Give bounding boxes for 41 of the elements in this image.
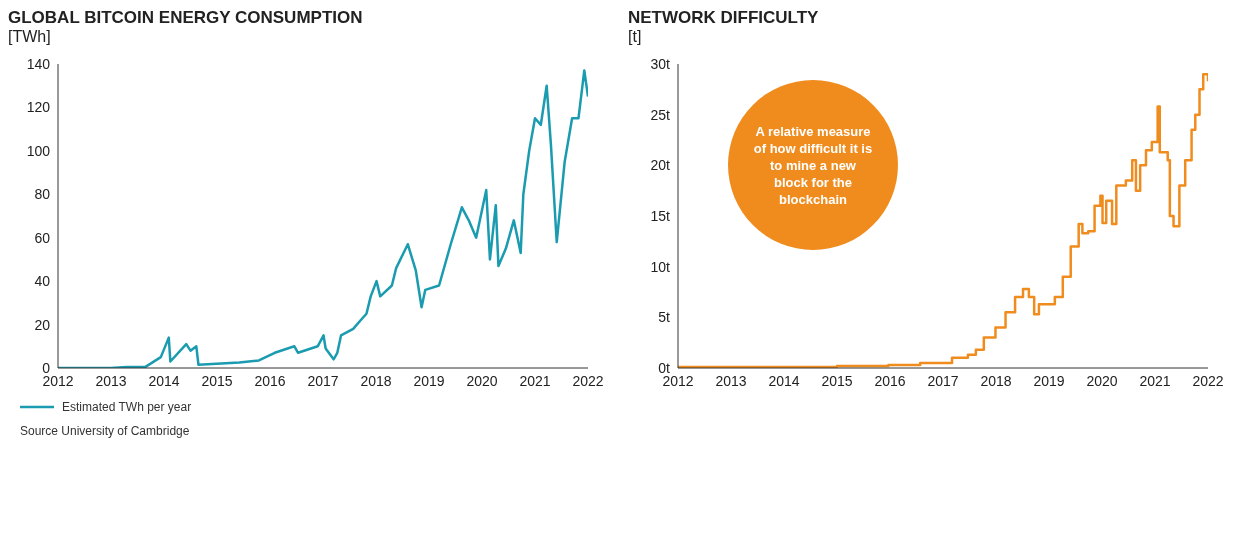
- source-note: Source University of Cambridge: [20, 424, 191, 438]
- y-tick-label: 60: [34, 229, 51, 246]
- y-tick-label: 40: [34, 273, 51, 290]
- x-tick-label: 2018: [360, 372, 392, 389]
- x-tick-label: 2013: [715, 372, 747, 389]
- circle-callout: A relative measure of how difficult it is to mine a new block for the blockchain: [728, 80, 898, 250]
- x-tick-label: 2015: [821, 372, 853, 389]
- x-tick-label: 2022: [572, 372, 604, 389]
- x-tick-label: 2013: [95, 372, 127, 389]
- y-axis-title: [TWh]: [8, 28, 52, 46]
- y-tick-label: 20: [34, 316, 51, 333]
- x-tick-label: 2022: [1192, 372, 1224, 389]
- x-tick-label: 2016: [254, 372, 286, 389]
- y-tick-label: 140: [26, 55, 51, 72]
- x-tick-label: 2021: [1139, 372, 1171, 389]
- chart-title: NETWORK DIFFICULTY: [628, 8, 820, 28]
- y-tick-label: 5t: [658, 309, 671, 326]
- legend-label: Estimated TWh per year: [62, 400, 192, 414]
- y-tick-label: 30t: [650, 55, 671, 72]
- x-tick-label: 2015: [201, 372, 233, 389]
- x-tick-label: 2018: [980, 372, 1012, 389]
- y-tick-label: 25t: [650, 106, 671, 123]
- x-tick-label: 2017: [307, 372, 339, 389]
- y-tick-label: 15t: [650, 207, 671, 224]
- x-tick-label: 2014: [148, 372, 180, 389]
- y-tick-label: 100: [26, 142, 51, 159]
- y-tick-label: 20t: [650, 157, 671, 174]
- x-tick-label: 2016: [874, 372, 906, 389]
- x-tick-label: 2017: [927, 372, 959, 389]
- x-tick-label: 2020: [466, 372, 498, 389]
- x-tick-label: 2019: [413, 372, 445, 389]
- annotation: A relative measure of how difficult it is to mine a new block for the blockchain: [753, 122, 873, 208]
- y-tick-label: 80: [34, 186, 51, 203]
- x-tick-label: 2021: [519, 372, 551, 389]
- x-tick-label: 2020: [1086, 372, 1118, 389]
- x-tick-label: 2014: [768, 372, 800, 389]
- y-axis-title: [t]: [628, 28, 643, 46]
- chart-title: GLOBAL BITCOIN ENERGY CONSUMPTION: [8, 8, 364, 28]
- x-tick-label: 2019: [1033, 372, 1065, 389]
- y-tick-label: 120: [26, 99, 51, 116]
- y-tick-label: 10t: [650, 258, 671, 275]
